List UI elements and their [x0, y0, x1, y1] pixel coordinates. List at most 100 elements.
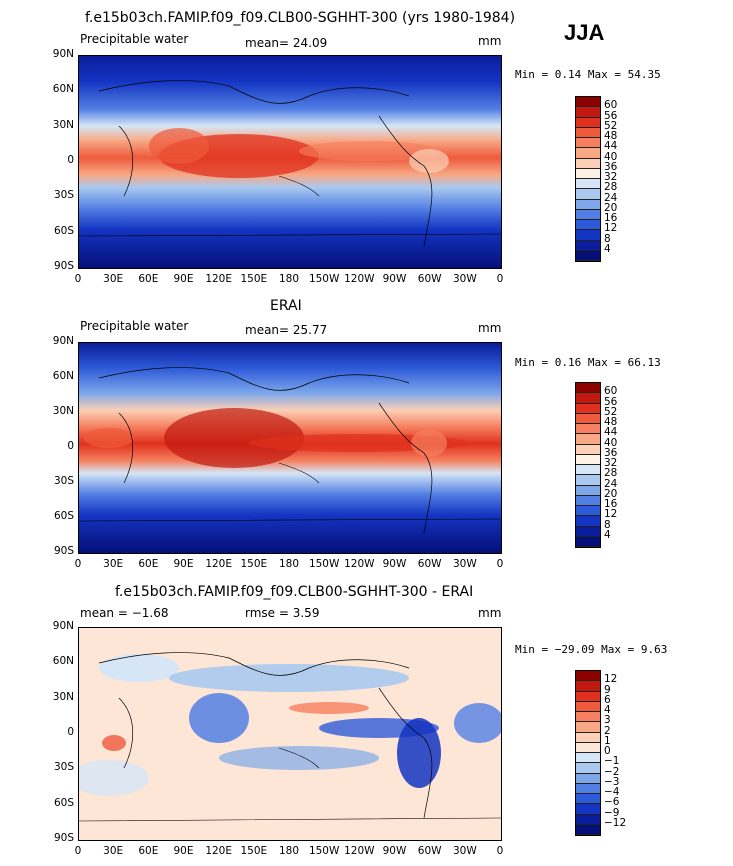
lon-tick-label: 30E — [103, 273, 124, 285]
lon-tick-label: 120W — [344, 845, 375, 857]
legend-level-label: 8 — [604, 232, 611, 245]
legend-swatch — [576, 712, 600, 723]
legend-swatch — [576, 753, 600, 764]
lon-tick-label: 90E — [173, 273, 194, 285]
lat-tick-label: 30N — [52, 118, 74, 131]
lat-tick-label: 60N — [52, 655, 74, 668]
legend-level-label: 1 — [604, 734, 611, 747]
lon-tick-label: 30W — [452, 558, 477, 570]
lat-tick-label: 90N — [52, 335, 74, 347]
legend-swatch — [576, 804, 600, 815]
legend-swatch — [576, 393, 600, 404]
legend-swatch — [576, 138, 600, 149]
legend-swatch — [576, 783, 600, 794]
legend-level-label: 4 — [604, 242, 611, 255]
lon-tick-label: 0 — [496, 273, 504, 285]
lon-tick-label: 180 — [278, 558, 300, 570]
legend-level-label: −1 — [604, 755, 620, 768]
lat-tick-label: 90N — [52, 620, 74, 632]
legend-swatch — [576, 516, 600, 527]
legend-level-label: 16 — [604, 498, 618, 510]
legend-swatch — [576, 742, 600, 753]
legend-level-label: −9 — [604, 806, 620, 819]
legend-level-label: 52 — [604, 119, 618, 132]
legend-swatch — [576, 722, 600, 733]
legend-level-label: 9 — [604, 683, 611, 696]
legend-swatch — [576, 485, 600, 496]
legend-level-label: 16 — [604, 212, 618, 224]
lat-tick-label: 30S — [53, 475, 74, 487]
legend-level-label: −3 — [604, 775, 620, 788]
lon-tick-label: 180 — [278, 273, 300, 285]
legend-level-label: 24 — [604, 191, 618, 204]
lat-tick-label: 30S — [53, 761, 74, 774]
lon-tick-label: 60E — [138, 273, 159, 285]
lon-tick-label: 60E — [138, 558, 159, 570]
lon-tick-label: 90W — [382, 273, 407, 285]
lon-tick-label: 120W — [344, 273, 375, 285]
lon-tick-label: 60W — [417, 558, 442, 570]
panel-title: ERAI — [270, 298, 302, 314]
legend-level-label: 60 — [604, 385, 618, 398]
units-label: mm — [478, 321, 502, 335]
legend-swatch — [576, 701, 600, 712]
legend-swatch — [576, 434, 600, 445]
legend-level-label: 32 — [604, 171, 618, 183]
legend-swatch — [576, 403, 600, 414]
lat-tick-label: 90S — [53, 832, 74, 844]
lon-tick-label: 0 — [74, 558, 82, 570]
legend-swatch — [576, 681, 600, 692]
lon-tick-label: 0 — [74, 273, 82, 285]
legend-level-label: 44 — [604, 426, 618, 439]
color-legend — [575, 96, 601, 262]
panel-title: f.e15b03ch.FAMIP.f09_f09.CLB00-SGHHT-300… — [85, 10, 516, 26]
legend-swatch — [576, 671, 600, 682]
legend-swatch — [576, 424, 600, 435]
minmax-label: Min = 0.14 Max = 54.35 — [515, 68, 661, 81]
legend-swatch — [576, 413, 600, 424]
legend-swatch — [576, 465, 600, 476]
lon-tick-label: 150W — [308, 558, 340, 570]
legend-swatch — [576, 97, 600, 108]
legend-level-label: 48 — [604, 416, 618, 428]
legend-swatch — [576, 732, 600, 743]
legend-swatch — [576, 475, 600, 486]
legend-level-label: 4 — [604, 704, 611, 716]
lon-tick-label: 150W — [308, 845, 340, 857]
legend-level-label: 28 — [604, 181, 618, 194]
lon-tick-label: 60E — [138, 845, 159, 857]
map-plot — [78, 55, 502, 269]
difference-map — [79, 628, 501, 840]
variable-label: Precipitable water — [80, 319, 189, 333]
legend-level-label: 48 — [604, 130, 618, 142]
legend-swatch — [576, 824, 600, 835]
legend-level-label: −12 — [604, 816, 627, 829]
lat-tick-label: 60S — [53, 224, 74, 237]
lon-tick-label: 30W — [452, 845, 477, 857]
legend-level-label: −4 — [604, 786, 620, 798]
variable-label: Precipitable water — [80, 32, 189, 46]
lat-tick-label: 90S — [53, 545, 74, 557]
legend-swatch — [576, 506, 600, 517]
lon-tick-label: 0 — [496, 558, 504, 570]
lon-tick-label: 0 — [74, 845, 82, 857]
lon-tick-label: 30W — [452, 273, 477, 285]
mean-label: mean= 24.09 — [245, 36, 328, 50]
lat-tick-label: 90N — [52, 48, 74, 60]
lon-tick-label: 90W — [382, 845, 407, 857]
lat-tick-label: 60S — [53, 510, 74, 522]
lon-tick-label: 60W — [417, 273, 442, 285]
lon-tick-label: 180 — [278, 845, 300, 857]
lon-tick-label: 150E — [240, 273, 268, 285]
rmse-label: rmse = 3.59 — [245, 606, 320, 620]
lat-tick-label: 0 — [67, 440, 74, 452]
legend-swatch — [576, 189, 600, 200]
lon-tick-label: 60W — [417, 845, 442, 857]
legend-level-label: 6 — [604, 693, 611, 706]
legend-level-label: −2 — [604, 765, 620, 778]
legend-swatch — [576, 220, 600, 231]
legend-level-label: 20 — [604, 201, 618, 214]
lat-tick-label: 90S — [53, 260, 74, 272]
legend-level-label: 60 — [604, 99, 618, 112]
lon-tick-label: 30E — [103, 845, 124, 857]
